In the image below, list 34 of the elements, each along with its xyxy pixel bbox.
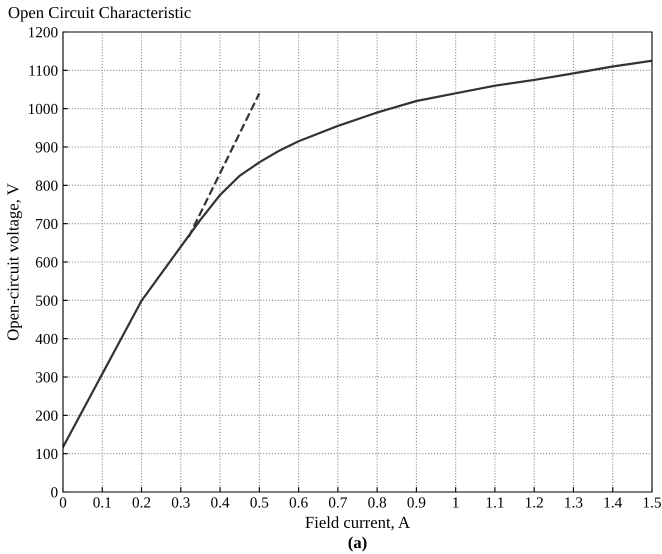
y-tick-label: 200 <box>36 410 58 421</box>
x-tick-label: 0.1 <box>93 497 111 508</box>
x-tick-label: 1.3 <box>565 497 582 508</box>
y-tick-label: 800 <box>36 180 58 191</box>
x-tick-label: 0.4 <box>211 497 230 508</box>
y-axis-title: Open-circuit voltage, V <box>6 183 22 340</box>
y-tick-label: 0 <box>51 487 58 498</box>
y-tick-label: 700 <box>36 218 58 230</box>
x-tick-label: 0.3 <box>172 497 190 508</box>
x-tick-label: 0.6 <box>290 497 308 508</box>
y-tick-label: 400 <box>36 334 58 344</box>
line-series <box>63 60 652 448</box>
x-tick-label: 1.2 <box>526 497 543 508</box>
x-tick-label: 0.8 <box>368 497 386 508</box>
x-tick-label: 0.9 <box>407 497 426 508</box>
y-tick-label: 1200 <box>28 27 58 38</box>
x-axis-title: Field current, A <box>305 516 410 530</box>
y-tick-label: 100 <box>36 448 58 460</box>
y-tick-label: 500 <box>36 295 58 306</box>
x-tick-label: 1 <box>453 497 459 508</box>
y-tick-label: 1000 <box>28 104 58 114</box>
x-tick-label: 0.5 <box>250 497 268 508</box>
text: (a) <box>348 536 366 552</box>
x-tick-label: 1.5 <box>644 497 661 508</box>
x-tick-label: 1.1 <box>486 497 504 508</box>
chart-title: Open Circuit Characteristic <box>8 6 191 22</box>
x-tick-label: 1.4 <box>604 497 622 508</box>
y-tick-label: 600 <box>36 257 58 268</box>
y-tick-label: 300 <box>36 372 58 382</box>
y-tick-label: 1100 <box>30 65 58 76</box>
y-tick-label: 900 <box>36 142 58 152</box>
x-tick-label: 0.7 <box>328 497 347 508</box>
x-tick-label: 0.2 <box>132 497 150 508</box>
x-tick-label: 0 <box>60 497 66 508</box>
